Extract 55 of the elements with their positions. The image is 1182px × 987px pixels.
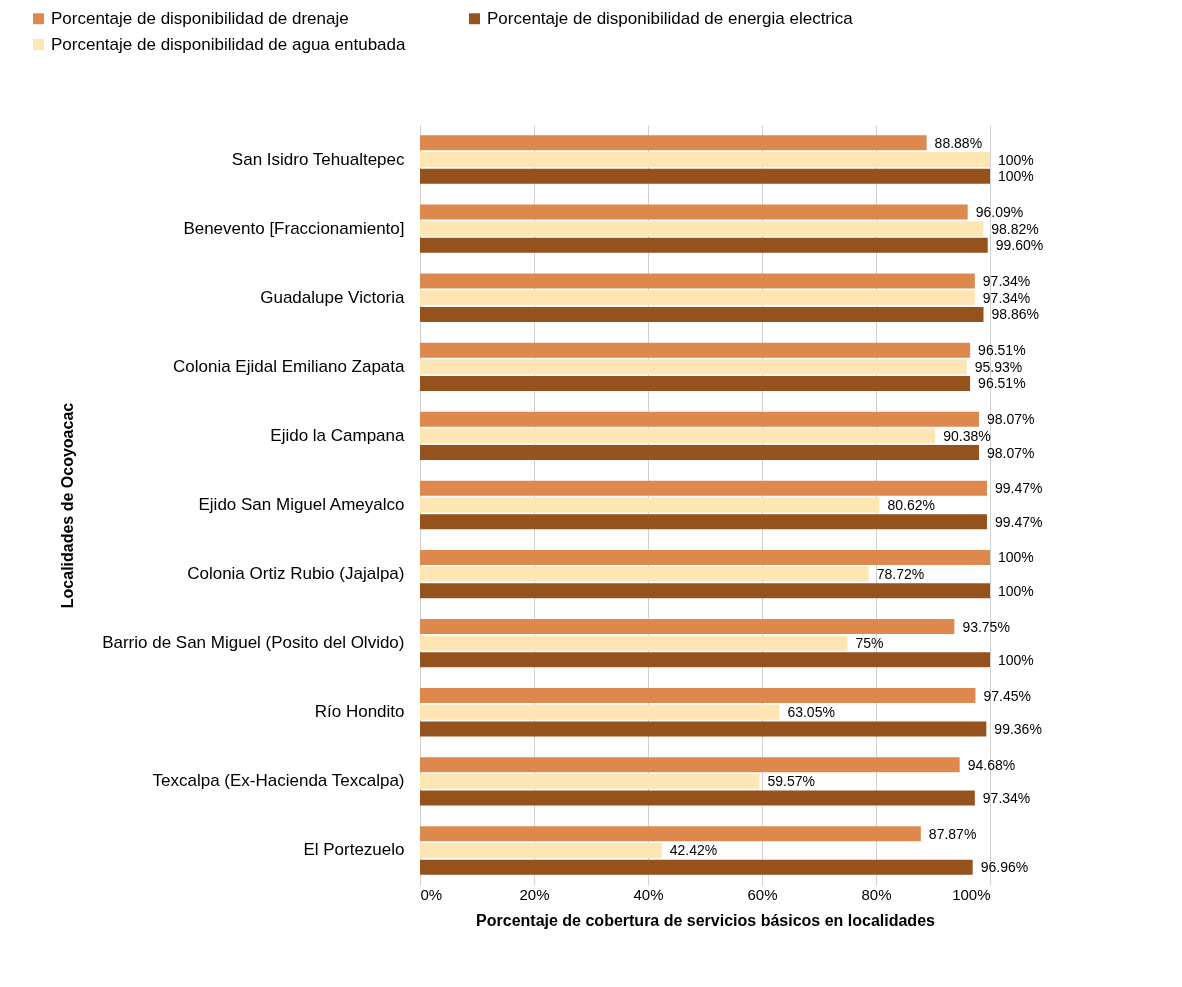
data-label: 99.60%	[995, 237, 1044, 254]
y-tick-label: Ejido San Miguel Ameyalco	[198, 495, 405, 514]
data-label: 98.86%	[991, 306, 1039, 323]
data-label: 94.68%	[967, 756, 1016, 773]
y-tick-label: Guadalupe Victoria	[260, 287, 406, 307]
x-tick-label: 40%	[633, 885, 664, 903]
legend-label: Porcentaje de disponibilidad de drenaje	[51, 8, 349, 28]
data-label: 97.34%	[982, 273, 1031, 290]
data-label: 100%	[998, 151, 1034, 168]
data-label: 100%	[998, 582, 1034, 599]
data-label: 95.93%	[974, 358, 1023, 375]
data-label: 87.87%	[928, 825, 977, 842]
y-tick-label: Benevento [Fraccionamiento]	[183, 218, 405, 238]
data-label: 100%	[998, 651, 1034, 668]
x-tick-label: 100%	[952, 885, 991, 903]
legend-label: Porcentaje de disponibilidad de agua entubada	[51, 34, 406, 54]
data-label: 98.07%	[987, 444, 1035, 461]
data-label: 63.05%	[787, 704, 835, 721]
x-tick-label: 60%	[747, 885, 778, 903]
data-label: 96.51%	[978, 375, 1026, 392]
data-label: 97.34%	[982, 289, 1031, 306]
x-tick-label: 80%	[861, 885, 892, 903]
y-tick-label: Colonia Ejidal Emiliano Zapata	[172, 356, 406, 376]
data-label: 99.47%	[994, 480, 1043, 497]
data-label: 96.96%	[980, 859, 1029, 876]
y-tick-label: Río Hondito	[314, 702, 405, 722]
data-label: 96.51%	[978, 342, 1026, 359]
x-tick-label: 20%	[519, 885, 550, 903]
data-label: 98.07%	[987, 411, 1035, 428]
y-tick-label: Colonia Ortiz Rubio (Jajalpa)	[187, 564, 405, 584]
data-label: 75%	[855, 635, 884, 652]
data-label: 99.36%	[994, 720, 1042, 737]
data-label: 100%	[998, 549, 1034, 566]
y-tick-label: El Portezuelo	[303, 840, 405, 860]
data-label: 88.88%	[934, 134, 983, 151]
data-label: 90.38%	[943, 427, 991, 444]
data-label: 100%	[998, 168, 1034, 185]
data-label: 42.42%	[669, 842, 718, 859]
data-label: 98.82%	[991, 220, 1039, 237]
data-label: 99.47%	[994, 513, 1043, 530]
data-label: 80.62%	[887, 497, 936, 513]
x-tick-label: 0%	[420, 885, 443, 903]
data-label: 96.09%	[975, 203, 1024, 220]
y-tick-label: Barrio de San Miguel (Posito del Olvido)	[102, 633, 405, 653]
legend-label: Porcentaje de disponibilidad de energia electrica	[487, 8, 854, 28]
x-axis-title: Porcentaje de cobertura de servicios básicos en localidades	[476, 911, 936, 929]
y-tick-label: Texcalpa (Ex-Hacienda Texcalpa)	[152, 771, 405, 791]
data-label: 59.57%	[767, 773, 816, 790]
y-tick-label: San Isidro Tehualtepec	[231, 149, 405, 169]
y-tick-label: Ejido la Campana	[270, 425, 406, 445]
data-label: 93.75%	[962, 618, 1010, 635]
y-axis-title: Localidades de Ocoyoacac	[58, 402, 76, 609]
data-label: 97.34%	[982, 790, 1031, 807]
data-label: 97.45%	[983, 687, 1031, 704]
data-label: 78.72%	[876, 566, 925, 583]
